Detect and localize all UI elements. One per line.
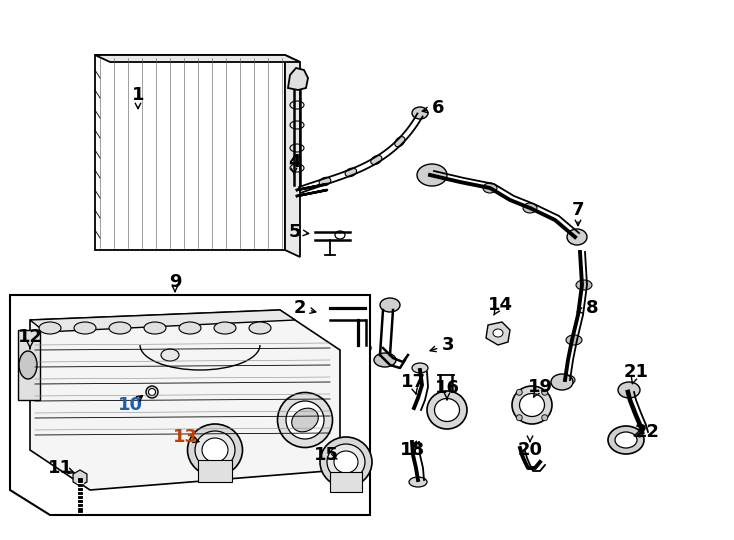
- Text: 18: 18: [401, 441, 426, 459]
- Ellipse shape: [19, 351, 37, 379]
- Text: 4: 4: [288, 153, 300, 171]
- Ellipse shape: [409, 477, 427, 487]
- Ellipse shape: [493, 329, 503, 337]
- Ellipse shape: [520, 394, 545, 416]
- Polygon shape: [73, 470, 87, 486]
- Ellipse shape: [435, 399, 459, 422]
- Text: 17: 17: [401, 373, 426, 391]
- Circle shape: [542, 389, 548, 395]
- Ellipse shape: [28, 355, 42, 365]
- Ellipse shape: [345, 168, 357, 177]
- Ellipse shape: [39, 322, 61, 334]
- Text: 6: 6: [432, 99, 444, 117]
- Ellipse shape: [417, 164, 447, 186]
- Ellipse shape: [374, 353, 396, 367]
- Polygon shape: [285, 55, 300, 257]
- Ellipse shape: [148, 388, 156, 395]
- Text: 3: 3: [442, 336, 454, 354]
- Ellipse shape: [566, 335, 582, 345]
- Ellipse shape: [179, 322, 201, 334]
- Ellipse shape: [327, 444, 365, 480]
- Ellipse shape: [576, 280, 592, 290]
- Ellipse shape: [319, 177, 331, 186]
- Ellipse shape: [551, 374, 573, 390]
- Ellipse shape: [277, 393, 333, 448]
- Ellipse shape: [380, 298, 400, 312]
- Polygon shape: [30, 310, 295, 332]
- Text: 11: 11: [48, 459, 73, 477]
- Polygon shape: [95, 55, 300, 62]
- Ellipse shape: [286, 401, 324, 439]
- Ellipse shape: [523, 203, 537, 213]
- Ellipse shape: [109, 322, 131, 334]
- Ellipse shape: [146, 386, 158, 398]
- Text: 9: 9: [169, 273, 181, 291]
- Ellipse shape: [353, 342, 371, 354]
- Ellipse shape: [395, 137, 405, 147]
- Circle shape: [516, 389, 523, 395]
- Ellipse shape: [512, 386, 552, 424]
- Ellipse shape: [144, 322, 166, 334]
- Text: 20: 20: [517, 441, 542, 459]
- Ellipse shape: [567, 229, 587, 245]
- Ellipse shape: [202, 438, 228, 462]
- Ellipse shape: [618, 382, 640, 398]
- Polygon shape: [486, 322, 510, 345]
- Polygon shape: [18, 330, 40, 400]
- Ellipse shape: [335, 231, 345, 239]
- Ellipse shape: [291, 408, 319, 432]
- Ellipse shape: [371, 156, 382, 165]
- Ellipse shape: [423, 170, 437, 180]
- Ellipse shape: [412, 363, 428, 373]
- Text: 2: 2: [294, 299, 306, 317]
- Text: 7: 7: [572, 201, 584, 219]
- Text: 1: 1: [131, 86, 145, 104]
- Polygon shape: [95, 55, 285, 250]
- Text: 8: 8: [586, 299, 598, 317]
- Ellipse shape: [18, 346, 52, 374]
- Ellipse shape: [608, 426, 644, 454]
- Ellipse shape: [483, 183, 497, 193]
- Bar: [330, 472, 362, 492]
- Ellipse shape: [559, 375, 575, 385]
- Ellipse shape: [187, 424, 242, 476]
- Text: 19: 19: [528, 378, 553, 396]
- Text: 15: 15: [313, 446, 338, 464]
- Ellipse shape: [412, 107, 428, 119]
- Ellipse shape: [214, 322, 236, 334]
- Bar: [198, 460, 232, 482]
- Text: 14: 14: [487, 296, 512, 314]
- Text: 13: 13: [172, 428, 197, 446]
- Ellipse shape: [195, 431, 235, 469]
- Ellipse shape: [23, 351, 47, 369]
- Polygon shape: [288, 68, 308, 90]
- Ellipse shape: [568, 232, 582, 242]
- Circle shape: [542, 415, 548, 421]
- Ellipse shape: [615, 432, 637, 448]
- Ellipse shape: [320, 437, 372, 487]
- Text: 10: 10: [117, 396, 142, 414]
- Ellipse shape: [427, 391, 467, 429]
- Text: 21: 21: [623, 363, 649, 381]
- Ellipse shape: [249, 322, 271, 334]
- Ellipse shape: [161, 349, 179, 361]
- Polygon shape: [10, 295, 370, 515]
- Text: 5: 5: [288, 223, 301, 241]
- Ellipse shape: [74, 322, 96, 334]
- Polygon shape: [30, 310, 340, 490]
- Circle shape: [516, 415, 523, 421]
- Text: 22: 22: [634, 423, 660, 441]
- Ellipse shape: [334, 451, 358, 473]
- Text: 12: 12: [18, 328, 43, 346]
- Text: 16: 16: [435, 379, 459, 397]
